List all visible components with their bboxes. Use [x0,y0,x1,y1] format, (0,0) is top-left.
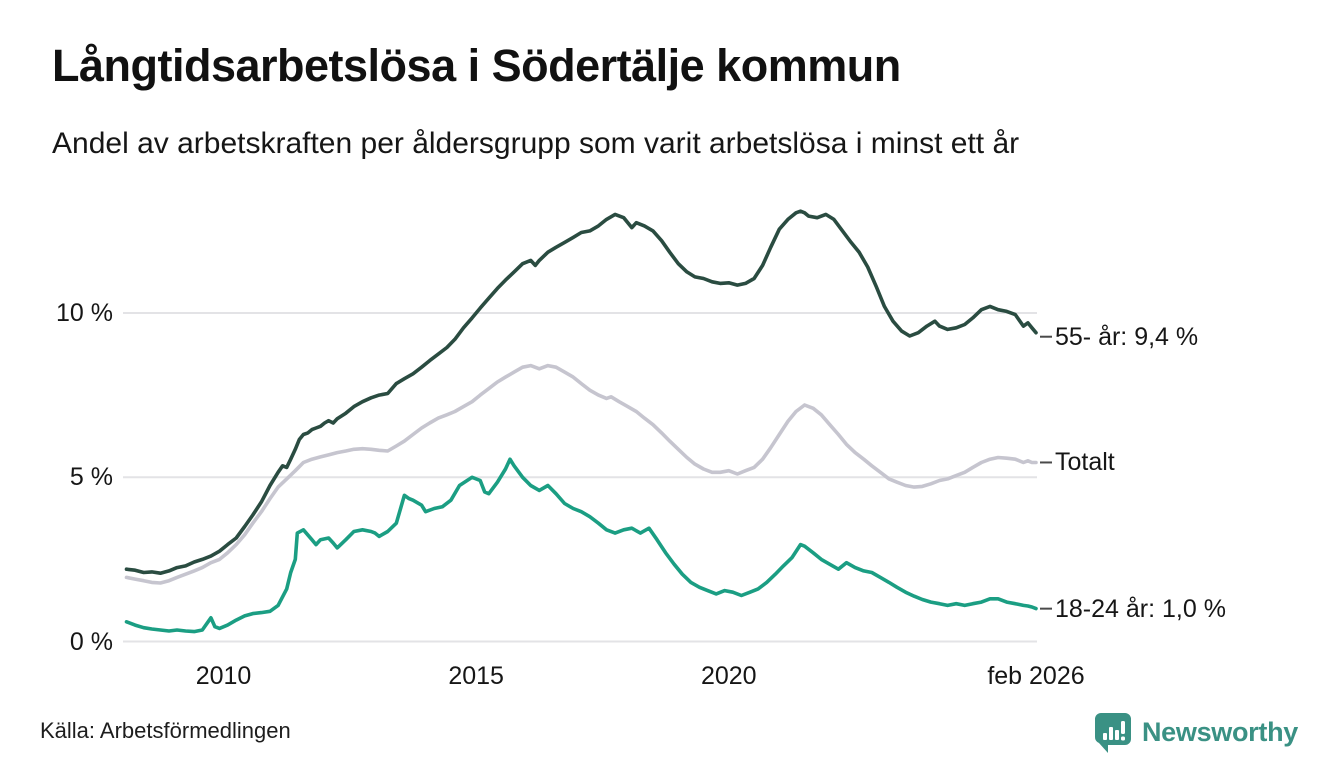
series-end-label-55: 55- år: 9,4 % [1055,322,1199,351]
y-axis-tick-0: 0 % [69,627,113,656]
y-axis-tick-5: 5 % [69,463,113,492]
x-axis-tick-2015: 2015 [448,662,504,690]
y-axis-tick-10: 10 % [56,299,113,327]
branding: Newsworthy [1093,708,1298,756]
newsworthy-logo-icon [1094,713,1131,753]
chart-line-55-r [124,209,1038,576]
x-axis-tick-feb-2026: feb 2026 [987,662,1085,690]
x-axis-tick-2020: 2020 [700,662,757,690]
page-subtitle: Andel av arbetskraften per åldersgrupp s… [52,127,1020,160]
series-end-label-18-24: 18-24 år: 1,0 % [1055,594,1226,623]
x-axis-tick-2010: 2010 [195,662,252,690]
chart-line-18-24-r [124,457,1038,634]
branding-name: Newsworthy [1141,716,1298,747]
chart-line-totalt [124,363,1038,585]
source-note: Källa: Arbetsförmedlingen [40,718,291,743]
page-title: Långtidsarbetslösa i Södertälje kommun [52,40,901,91]
series-end-label-totalt: Totalt [1055,448,1115,477]
